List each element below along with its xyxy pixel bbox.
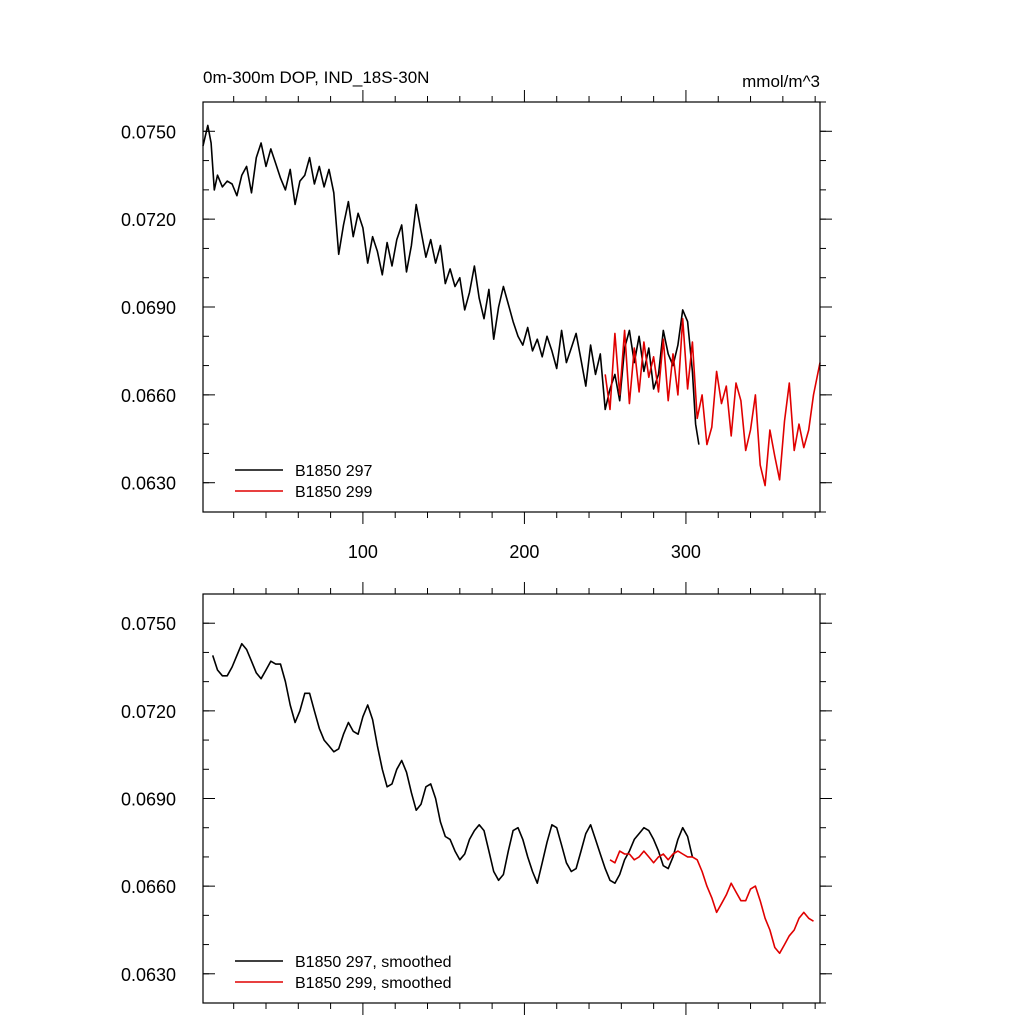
x-tick-label: 200 xyxy=(509,542,539,562)
panel-bottom-legend: B1850 297, smoothed B1850 299, smoothed xyxy=(235,954,452,992)
panel-top-lines xyxy=(202,124,821,487)
series-line-b1850-299-smoothed xyxy=(609,850,814,955)
y-tick-label: 0.0750 xyxy=(121,122,176,142)
panel-top-title: 0m-300m DOP, IND_18S-30N xyxy=(203,68,429,87)
panel-top: 0m-300m DOP, IND_18S-30N mmol/m^3 0.0630… xyxy=(121,68,832,562)
y-tick-label: 0.0690 xyxy=(121,298,176,318)
y-tick-label: 0.0630 xyxy=(121,965,176,985)
x-tick-label: 100 xyxy=(348,542,378,562)
y-tick-label: 0.0660 xyxy=(121,386,176,406)
legend-label-b1850-297-smoothed: B1850 297, smoothed xyxy=(295,954,452,971)
y-tick-label: 0.0660 xyxy=(121,877,176,897)
panel-bottom-lines xyxy=(211,642,814,955)
y-tick-label: 0.0690 xyxy=(121,790,176,810)
series-line-b1850-297 xyxy=(202,124,700,445)
series-line-b1850-299 xyxy=(604,317,821,487)
y-tick-label: 0.0720 xyxy=(121,702,176,722)
y-tick-label: 0.0630 xyxy=(121,474,176,494)
y-tick-label: 0.0720 xyxy=(121,210,176,230)
panel-top-units: mmol/m^3 xyxy=(742,72,820,91)
legend-label-b1850-299: B1850 299 xyxy=(295,484,373,501)
panel-top-ticks: 0.0630 0.0660 0.0690 0.0720 0.0750 100 200 300 xyxy=(121,90,832,562)
panel-top-frame xyxy=(202,101,821,513)
panel-bottom: 0.0630 0.0660 0.0690 0.0720 0.0750 B1850 297… xyxy=(121,582,832,1015)
panel-bottom-frame xyxy=(202,593,821,1004)
legend-label-b1850-299-smoothed: B1850 299, smoothed xyxy=(295,975,452,992)
panel-bottom-ticks: 0.0630 0.0660 0.0690 0.0720 0.0750 xyxy=(121,582,832,1015)
panel-top-legend: B1850 297 B1850 299 xyxy=(235,463,373,501)
x-tick-label: 300 xyxy=(671,542,701,562)
legend-label-b1850-297: B1850 297 xyxy=(295,463,373,480)
y-tick-label: 0.0750 xyxy=(121,614,176,634)
series-line-b1850-297-smoothed xyxy=(211,642,694,885)
